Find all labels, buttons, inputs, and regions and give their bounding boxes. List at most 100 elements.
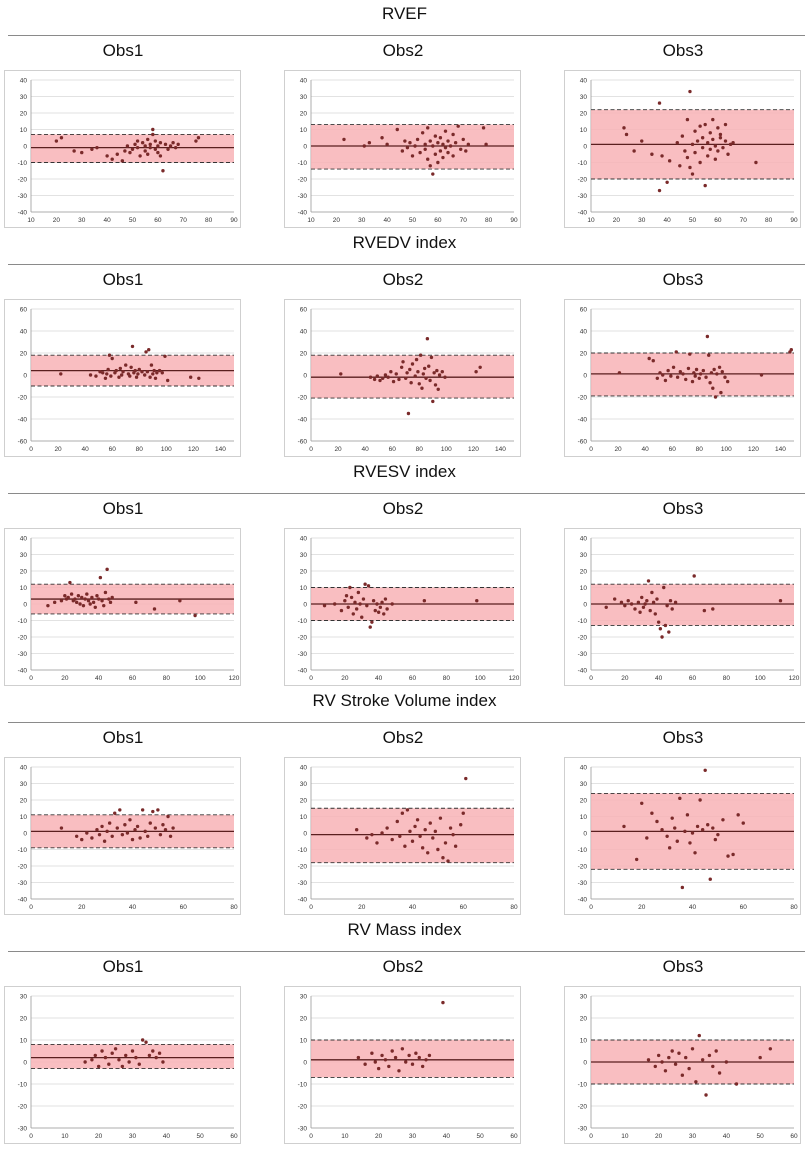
data-point bbox=[80, 837, 84, 842]
scatter-plot: -40 -30 -20 -10 0 10 20 30 40 10 20 30 40 50 60 70 80 90 bbox=[18, 77, 238, 224]
data-point bbox=[127, 1060, 131, 1064]
data-point bbox=[693, 374, 697, 378]
data-point bbox=[63, 594, 67, 598]
x-tick-label: 20 bbox=[613, 217, 621, 224]
y-tick-label: -10 bbox=[578, 618, 588, 625]
x-tick-label: 0 bbox=[589, 1133, 593, 1140]
data-point bbox=[118, 808, 122, 812]
data-point bbox=[380, 831, 384, 835]
data-point bbox=[448, 826, 453, 830]
y-tick-label: 60 bbox=[20, 306, 28, 313]
plot-panel: -40 -30 -20 -10 0 10 20 30 40 0 20 40 60 80 100 120 bbox=[284, 528, 521, 686]
x-tick-label: 90 bbox=[510, 217, 518, 224]
data-point bbox=[143, 149, 147, 153]
data-point bbox=[395, 127, 399, 132]
data-point bbox=[655, 597, 659, 601]
data-point bbox=[728, 142, 733, 147]
x-tick-label: 40 bbox=[384, 217, 392, 224]
x-tick-label: 40 bbox=[443, 1133, 451, 1140]
data-point bbox=[658, 371, 662, 375]
scatter-plot: -60 -40 -20 0 20 40 60 0 20 40 60 80 100 120 140 bbox=[578, 306, 794, 453]
data-point bbox=[91, 600, 96, 605]
data-point bbox=[130, 344, 135, 349]
x-tick-label: 80 bbox=[790, 904, 798, 911]
y-tick-label: 30 bbox=[580, 552, 588, 559]
data-point bbox=[420, 1064, 425, 1069]
data-point bbox=[466, 142, 471, 147]
data-point bbox=[432, 371, 436, 375]
data-point bbox=[670, 816, 674, 820]
x-tick-label: 0 bbox=[29, 1133, 33, 1140]
x-tick-label: 100 bbox=[721, 446, 732, 453]
data-point bbox=[391, 379, 396, 384]
y-tick-label: -40 bbox=[18, 896, 28, 903]
x-tick-label: 40 bbox=[163, 1133, 171, 1140]
x-tick-label: 80 bbox=[230, 904, 238, 911]
data-point bbox=[684, 377, 688, 382]
data-point bbox=[120, 832, 125, 837]
x-tick-label: 20 bbox=[54, 446, 62, 453]
data-point bbox=[410, 1062, 415, 1066]
data-point bbox=[346, 605, 350, 609]
y-tick-label: -20 bbox=[298, 1103, 308, 1110]
data-point bbox=[443, 375, 447, 379]
y-tick-label: 20 bbox=[20, 350, 28, 357]
data-point bbox=[370, 832, 374, 837]
x-tick-label: 20 bbox=[655, 1133, 663, 1140]
data-point bbox=[163, 828, 168, 832]
y-tick-label: 40 bbox=[20, 535, 28, 542]
data-point bbox=[113, 1047, 118, 1051]
data-point bbox=[354, 607, 359, 611]
data-point bbox=[708, 877, 712, 881]
scatter-plot: -30 -20 -10 0 10 20 30 0 10 20 30 40 50 60 bbox=[578, 993, 798, 1140]
data-point bbox=[690, 1047, 695, 1051]
observer-title: Obs1 bbox=[102, 499, 144, 518]
data-point bbox=[168, 834, 173, 838]
y-tick-label: 20 bbox=[300, 350, 308, 357]
x-tick-label: 10 bbox=[621, 1133, 629, 1140]
scatter-plot: -40 -30 -20 -10 0 10 20 30 40 0 20 40 60 80 bbox=[298, 764, 518, 911]
data-point bbox=[433, 829, 438, 834]
x-tick-label: 80 bbox=[696, 446, 704, 453]
data-point bbox=[385, 826, 389, 830]
data-point bbox=[736, 813, 740, 817]
x-tick-label: 80 bbox=[510, 904, 518, 911]
data-point bbox=[698, 160, 702, 165]
data-point bbox=[397, 1069, 401, 1073]
data-point bbox=[138, 154, 142, 158]
data-point bbox=[73, 597, 77, 601]
data-point bbox=[358, 602, 362, 606]
data-point bbox=[108, 600, 113, 605]
data-point bbox=[407, 1053, 411, 1058]
data-point bbox=[646, 579, 651, 583]
data-point bbox=[634, 857, 639, 862]
data-point bbox=[101, 371, 105, 375]
data-point bbox=[423, 828, 427, 832]
data-point bbox=[723, 139, 728, 143]
x-tick-label: 80 bbox=[163, 675, 171, 682]
data-point bbox=[115, 826, 119, 830]
scatter-plot: -40 -30 -20 -10 0 10 20 30 40 0 20 40 60 80 100 120 bbox=[578, 535, 800, 682]
data-point bbox=[151, 372, 155, 376]
data-point bbox=[373, 608, 377, 613]
data-point bbox=[124, 1053, 128, 1058]
y-tick-label: 10 bbox=[580, 127, 588, 134]
y-tick-label: -20 bbox=[578, 863, 588, 870]
data-point bbox=[703, 122, 707, 127]
data-point bbox=[401, 360, 405, 364]
x-tick-label: 70 bbox=[180, 217, 188, 224]
y-tick-label: 10 bbox=[20, 814, 28, 821]
data-point bbox=[85, 831, 89, 835]
data-point bbox=[441, 856, 445, 860]
x-tick-label: 90 bbox=[230, 217, 238, 224]
y-tick-label: 0 bbox=[583, 143, 587, 150]
data-point bbox=[81, 603, 86, 608]
data-point bbox=[409, 381, 413, 385]
x-tick-label: 20 bbox=[341, 675, 349, 682]
data-point bbox=[375, 602, 379, 606]
observer-title: Obs1 bbox=[102, 41, 144, 60]
data-point bbox=[389, 370, 393, 374]
data-point bbox=[481, 126, 486, 130]
data-point bbox=[376, 610, 381, 614]
data-point bbox=[80, 595, 84, 600]
